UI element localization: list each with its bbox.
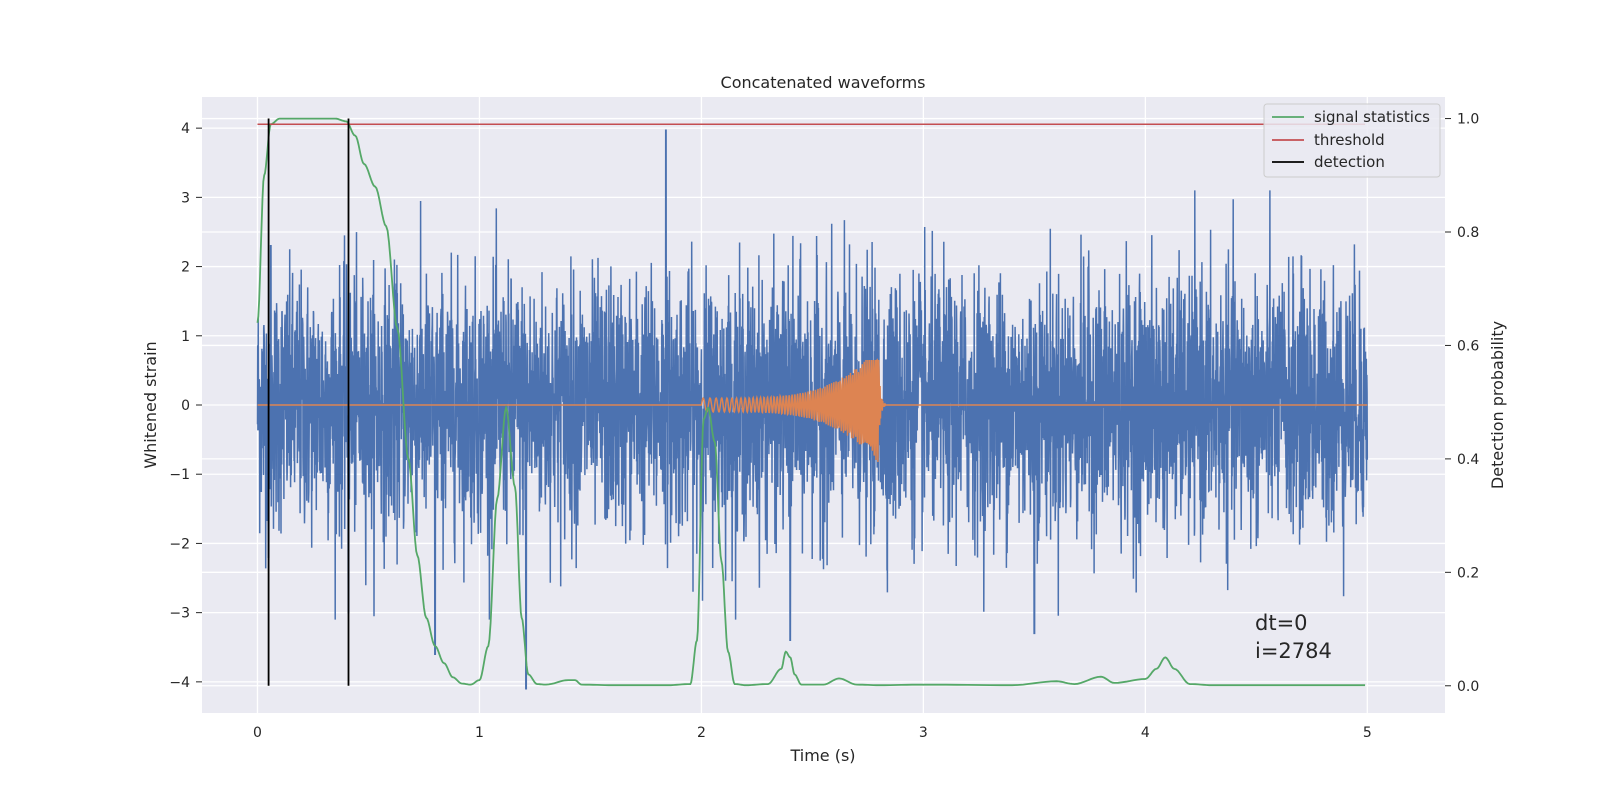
legend-label-signal-statistics: signal statistics — [1314, 108, 1430, 126]
annotation-index: i=2784 — [1255, 639, 1332, 663]
x-axis-label: Time (s) — [789, 746, 855, 765]
y2-tick-label: 0.0 — [1457, 679, 1479, 695]
y-tick-label: 3 — [181, 190, 190, 206]
y-tick-label: −1 — [169, 467, 190, 483]
y-tick-label: 4 — [181, 121, 190, 137]
y-tick-label: 0 — [181, 398, 190, 414]
y2-axis-label: Detection probability — [1488, 321, 1507, 489]
y-axis-label: Whitened strain — [141, 341, 160, 468]
y2-tick-label: 0.8 — [1457, 225, 1479, 241]
legend-label-detection: detection — [1314, 153, 1385, 171]
legend: signal statistics threshold detection — [1263, 103, 1441, 178]
y-tick-label: −3 — [169, 606, 190, 622]
chart-title: Concatenated waveforms — [721, 73, 926, 92]
y-tick-label: 2 — [181, 260, 190, 276]
y-tick-label: −2 — [169, 536, 190, 552]
y-tick-label: −4 — [169, 675, 190, 691]
x-tick-label: 2 — [697, 725, 706, 741]
series-layer — [256, 117, 1369, 690]
y2-tick-label: 0.2 — [1457, 565, 1479, 581]
annotation-dt: dt=0 — [1255, 611, 1308, 635]
template-series-line — [257, 358, 1368, 463]
x-tick-label: 3 — [919, 725, 928, 741]
x-tick-label: 0 — [253, 725, 262, 741]
x-tick-label: 4 — [1141, 725, 1150, 741]
x-tick-label: 1 — [475, 725, 484, 741]
legend-label-threshold: threshold — [1314, 131, 1385, 149]
legend-box — [1263, 103, 1441, 178]
signal-statistics-line — [256, 117, 1366, 687]
y2-tick-label: 0.4 — [1457, 452, 1479, 468]
tick-labels: 0 1 2 3 4 5 4 3 2 1 0 −1 −2 −3 −4 1.0 0.8 0.6 0.4 0.2 0.0 — [169, 112, 1479, 741]
y-tick-label: 1 — [181, 329, 190, 345]
x-tick-label: 5 — [1363, 725, 1372, 741]
y2-tick-label: 1.0 — [1457, 112, 1479, 128]
y2-tick-label: 0.6 — [1457, 338, 1479, 354]
detection-lines — [267, 118, 350, 686]
